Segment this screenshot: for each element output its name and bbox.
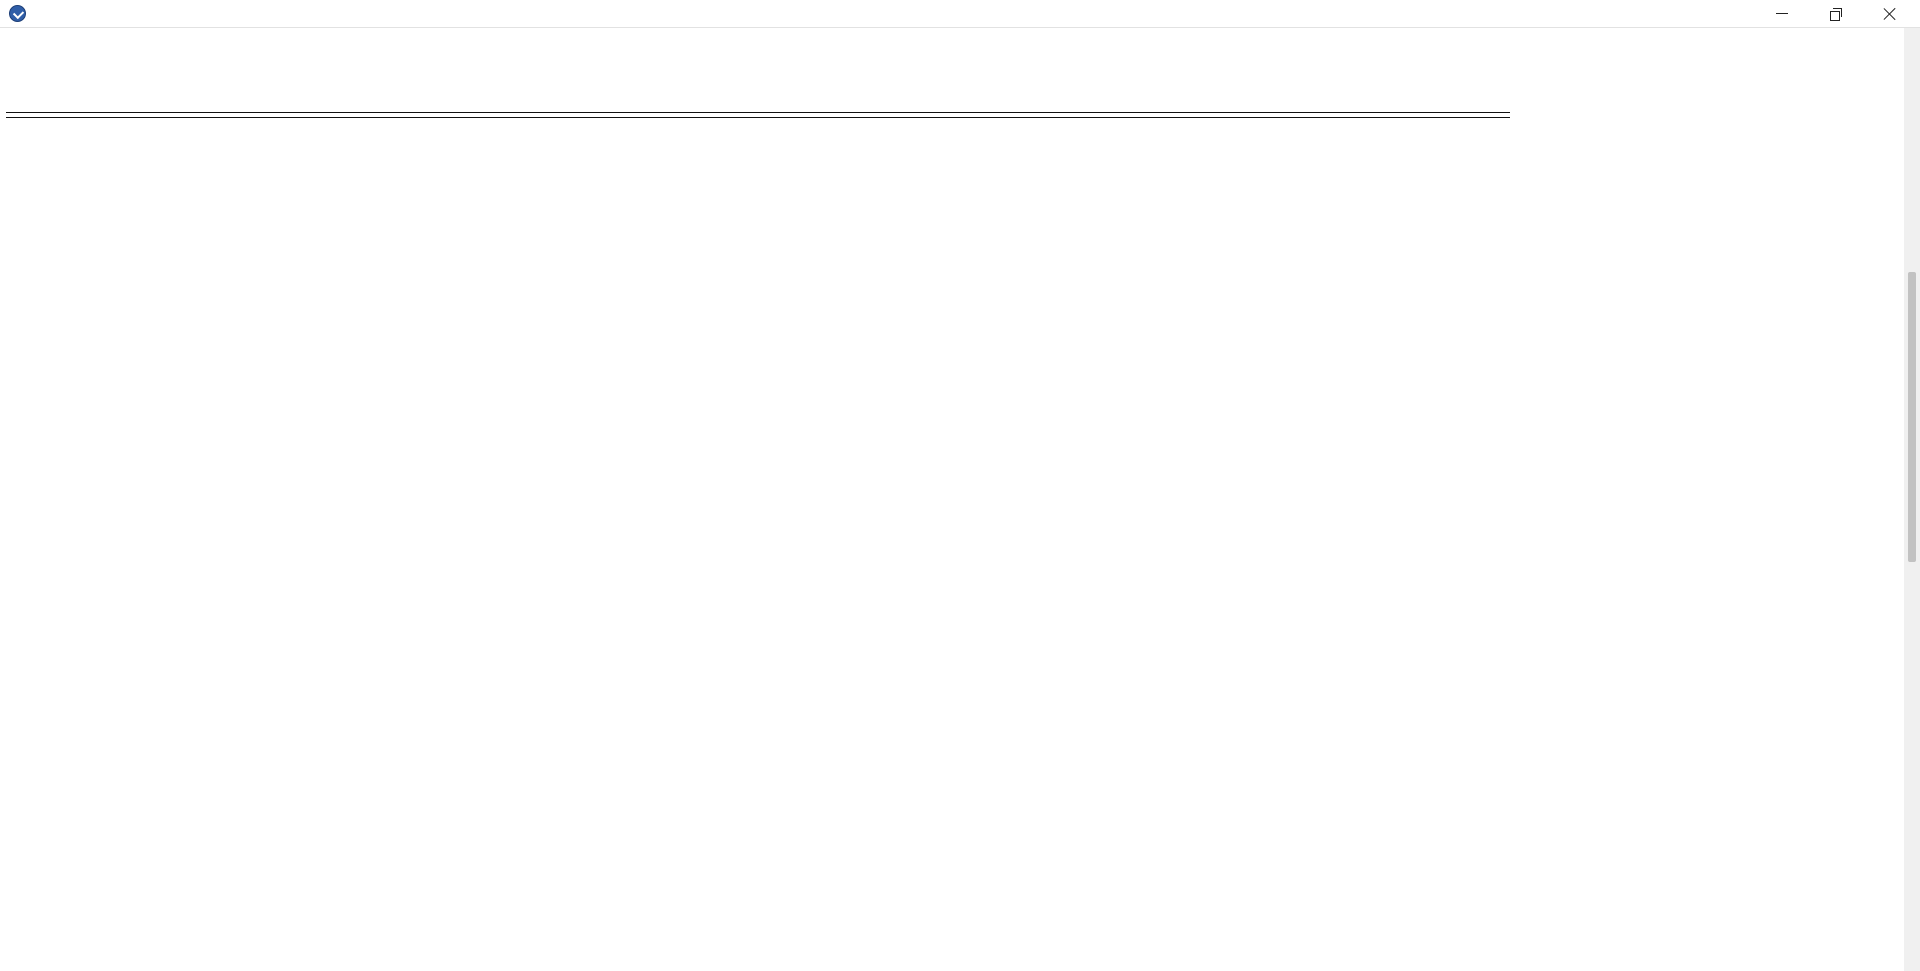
header-separator (6, 112, 1510, 118)
scrollbar-thumb[interactable] (1908, 272, 1916, 562)
minimize-icon (1776, 13, 1788, 14)
title-bar[interactable] (0, 0, 1920, 28)
close-icon (1883, 7, 1897, 21)
restore-button[interactable] (1810, 0, 1862, 27)
cluster-output-text-area[interactable] (0, 28, 1904, 971)
vertical-scrollbar[interactable] (1904, 28, 1920, 971)
minimize-button[interactable] (1756, 0, 1808, 27)
close-button[interactable] (1864, 0, 1916, 27)
weka-bird-icon (9, 5, 26, 22)
restore-icon (1830, 7, 1842, 21)
